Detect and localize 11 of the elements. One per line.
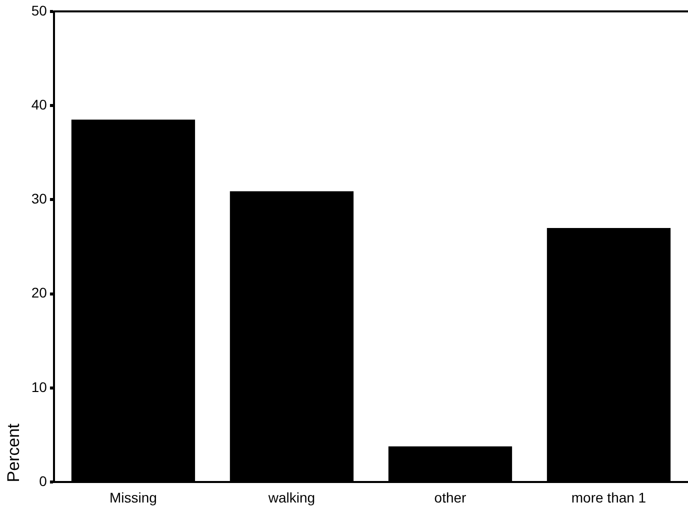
y-tick-label: 20 [31, 284, 48, 301]
x-tick-label: walking [267, 489, 316, 506]
x-tick-label: other [434, 489, 467, 506]
y-tick-label: 30 [31, 190, 48, 207]
y-tick-label: 0 [39, 473, 48, 490]
y-axis-title: Percent [4, 423, 23, 482]
y-tick-label: 10 [31, 378, 48, 395]
y-tick-label: 50 [31, 2, 48, 18]
x-tick-label: Missing [109, 489, 157, 506]
y-tick-label: 40 [31, 96, 48, 112]
x-tick-label: more than 1 [571, 489, 646, 506]
